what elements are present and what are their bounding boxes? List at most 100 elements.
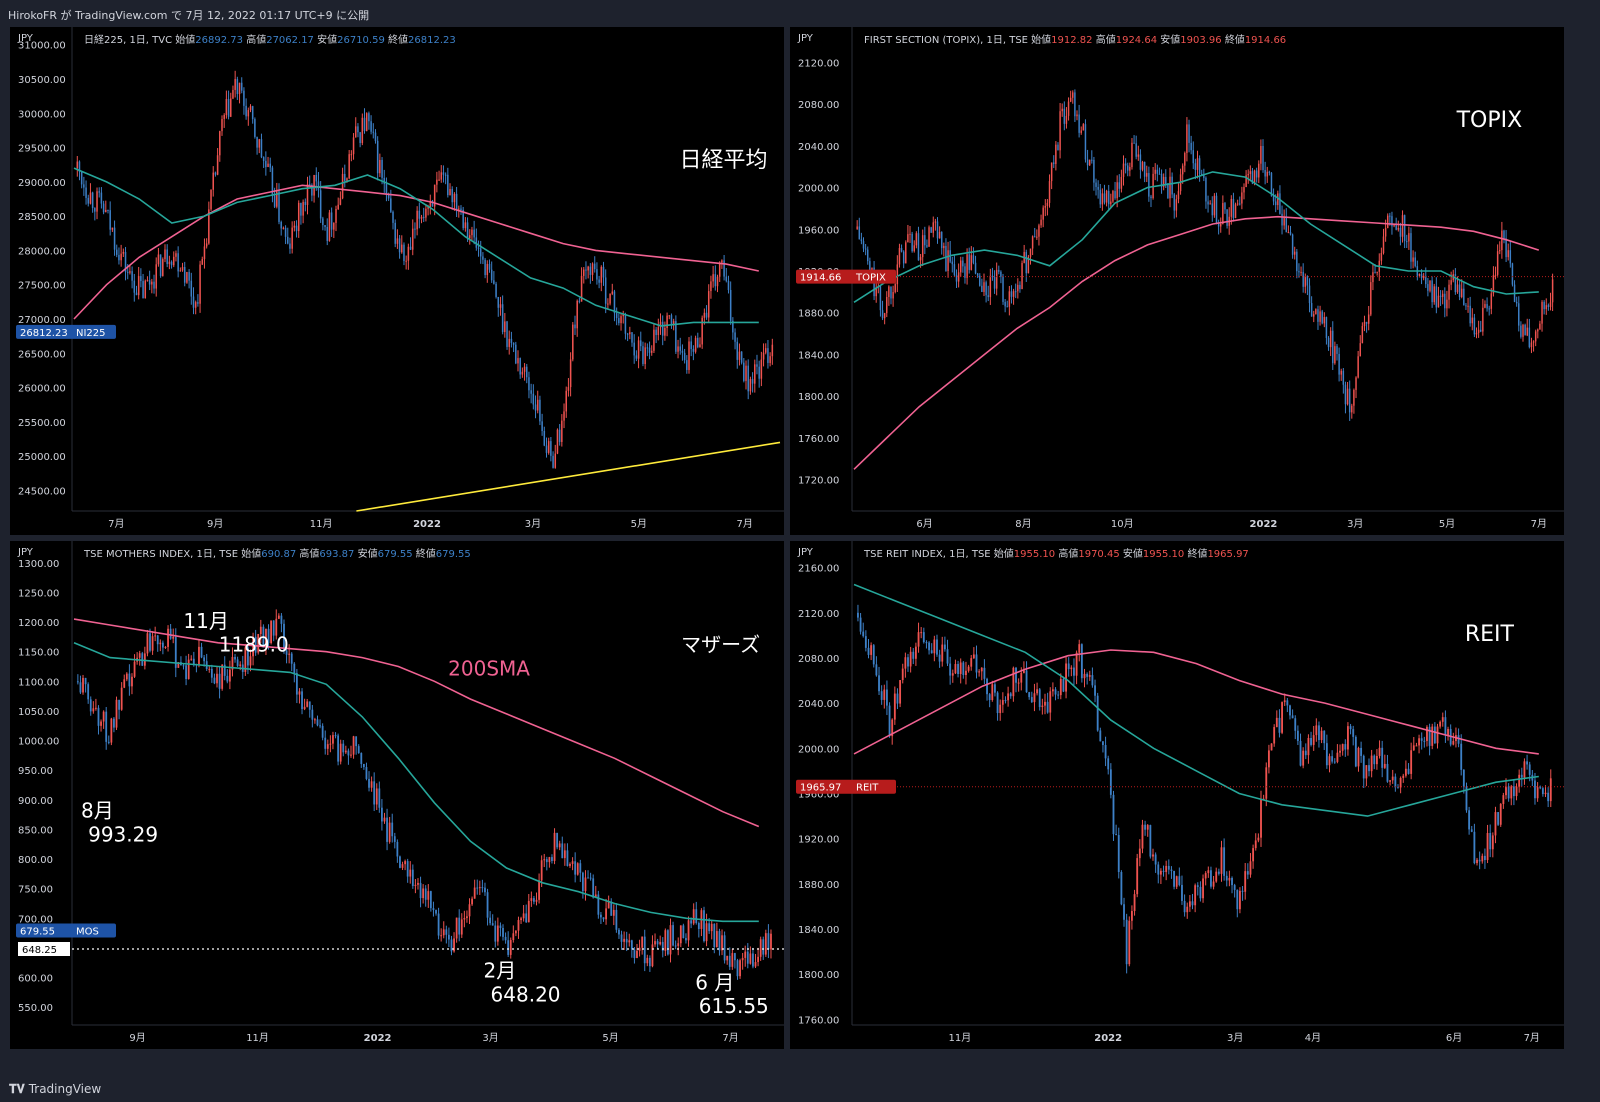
candle-body: [137, 276, 140, 296]
candle-body: [497, 296, 500, 308]
chart-annotation: 200SMA: [448, 656, 530, 680]
candle-body: [563, 411, 565, 421]
candle-body: [532, 393, 535, 405]
candle-body: [344, 750, 347, 753]
x-tick-label: 9月: [207, 518, 223, 530]
y-tick-label: 1920.00: [798, 835, 839, 846]
candle-body: [1073, 667, 1075, 676]
candle-body: [170, 261, 173, 266]
candle-body: [883, 689, 886, 700]
x-tick-label: 7月: [722, 1032, 738, 1044]
candle-body: [437, 913, 440, 936]
candle-body: [668, 315, 671, 317]
candle-body: [1389, 780, 1392, 782]
candle-body: [637, 340, 640, 359]
candle-body: [372, 131, 375, 133]
candle-body: [659, 321, 662, 328]
tradingview-logo[interactable]: 𝐓𝐕 TradingView: [9, 1082, 101, 1097]
candle-body: [203, 657, 206, 662]
candle-body: [1215, 871, 1218, 882]
candle-body: [1365, 321, 1368, 324]
candle-body: [1286, 700, 1289, 706]
candle-body: [1447, 728, 1449, 736]
ohlc-open-label: 始値: [994, 547, 1014, 560]
candle-body: [605, 908, 607, 920]
y-tick-label: 1720.00: [798, 476, 839, 487]
candle-body: [1146, 173, 1148, 177]
candle-body: [1444, 293, 1446, 309]
candle-body: [1412, 745, 1415, 751]
candle-body: [1088, 675, 1091, 677]
candle-body: [1306, 276, 1309, 286]
sma200-line: [73, 184, 759, 320]
candle-body: [1386, 215, 1389, 229]
candle-body: [363, 117, 366, 132]
candle-body: [1253, 170, 1256, 184]
candle-body: [79, 682, 82, 693]
candle-body: [1165, 865, 1168, 872]
candle-body: [502, 927, 504, 937]
candle-body: [1370, 282, 1372, 315]
candle-body: [1091, 159, 1093, 161]
candle-body: [1070, 667, 1073, 670]
candle-body: [151, 281, 153, 285]
candle-body: [569, 359, 572, 388]
candle-body: [1274, 201, 1277, 206]
candle-body: [1198, 158, 1201, 174]
candle-body: [572, 324, 574, 360]
ohlc-low-label: 安値: [1160, 33, 1180, 46]
candle-body: [1285, 216, 1288, 233]
chart-panel-nikkei[interactable]: JPY 日経225, 1日, TVC 始値26892.73 高値27062.17 …: [10, 27, 784, 535]
candle-body: [494, 925, 497, 942]
candle-body: [1141, 824, 1144, 849]
chart-panel-reit[interactable]: JPY TSE REIT INDEX, 1日, TSE 始値1955.10 高値1…: [790, 541, 1564, 1049]
candle-body: [707, 291, 710, 318]
ohlc-open-value: 690.87: [261, 549, 296, 560]
candle-body: [600, 914, 602, 918]
candle-body: [314, 719, 316, 721]
candle-body: [1304, 276, 1307, 287]
candle-body: [915, 233, 918, 246]
candle-body: [656, 941, 659, 945]
candle-body: [981, 285, 983, 292]
candle-body: [1412, 257, 1414, 262]
candle-body: [432, 908, 435, 911]
candle-body: [615, 313, 618, 319]
candle-body: [1148, 173, 1150, 197]
candle-body: [896, 264, 899, 285]
candle-body: [991, 684, 994, 700]
candle-body: [1146, 825, 1149, 830]
candle-body: [1334, 346, 1336, 364]
chart-panel-mothers[interactable]: JPY TSE MOTHERS INDEX, 1日, TSE 始値690.87 高…: [10, 541, 784, 1049]
candle-body: [102, 203, 105, 213]
candle-body: [1205, 177, 1207, 202]
candle-body: [295, 225, 298, 232]
candle-body: [1025, 670, 1028, 693]
candle-body: [589, 877, 592, 879]
candle-body: [1375, 755, 1378, 765]
candle-body: [582, 269, 585, 276]
candle-body: [1349, 726, 1352, 730]
candle-body: [1200, 173, 1203, 175]
candle-body: [970, 255, 973, 270]
candle-body: [1226, 209, 1228, 226]
candle-body: [1331, 756, 1334, 762]
candle-body: [1057, 694, 1060, 696]
candle-body: [999, 704, 1002, 714]
candle-body: [994, 684, 996, 693]
candle-body: [953, 264, 956, 275]
candle-body: [1383, 763, 1386, 768]
candle-body: [1107, 758, 1110, 770]
chart-annotation: 1189.0: [219, 633, 289, 657]
candle-body: [449, 188, 451, 196]
candle-body: [1418, 274, 1421, 276]
chart-panel-topix[interactable]: JPY FIRST SECTION (TOPIX), 1日, TSE 始値1912…: [790, 27, 1564, 535]
candle-body: [297, 202, 300, 232]
candle-body: [905, 242, 907, 264]
candle-body: [491, 923, 494, 926]
last-price-symbol: NI225: [76, 328, 106, 339]
candle-body: [749, 953, 752, 964]
candle-body: [951, 673, 954, 676]
candle-body: [228, 669, 231, 682]
y-tick-label: 2160.00: [798, 564, 839, 575]
